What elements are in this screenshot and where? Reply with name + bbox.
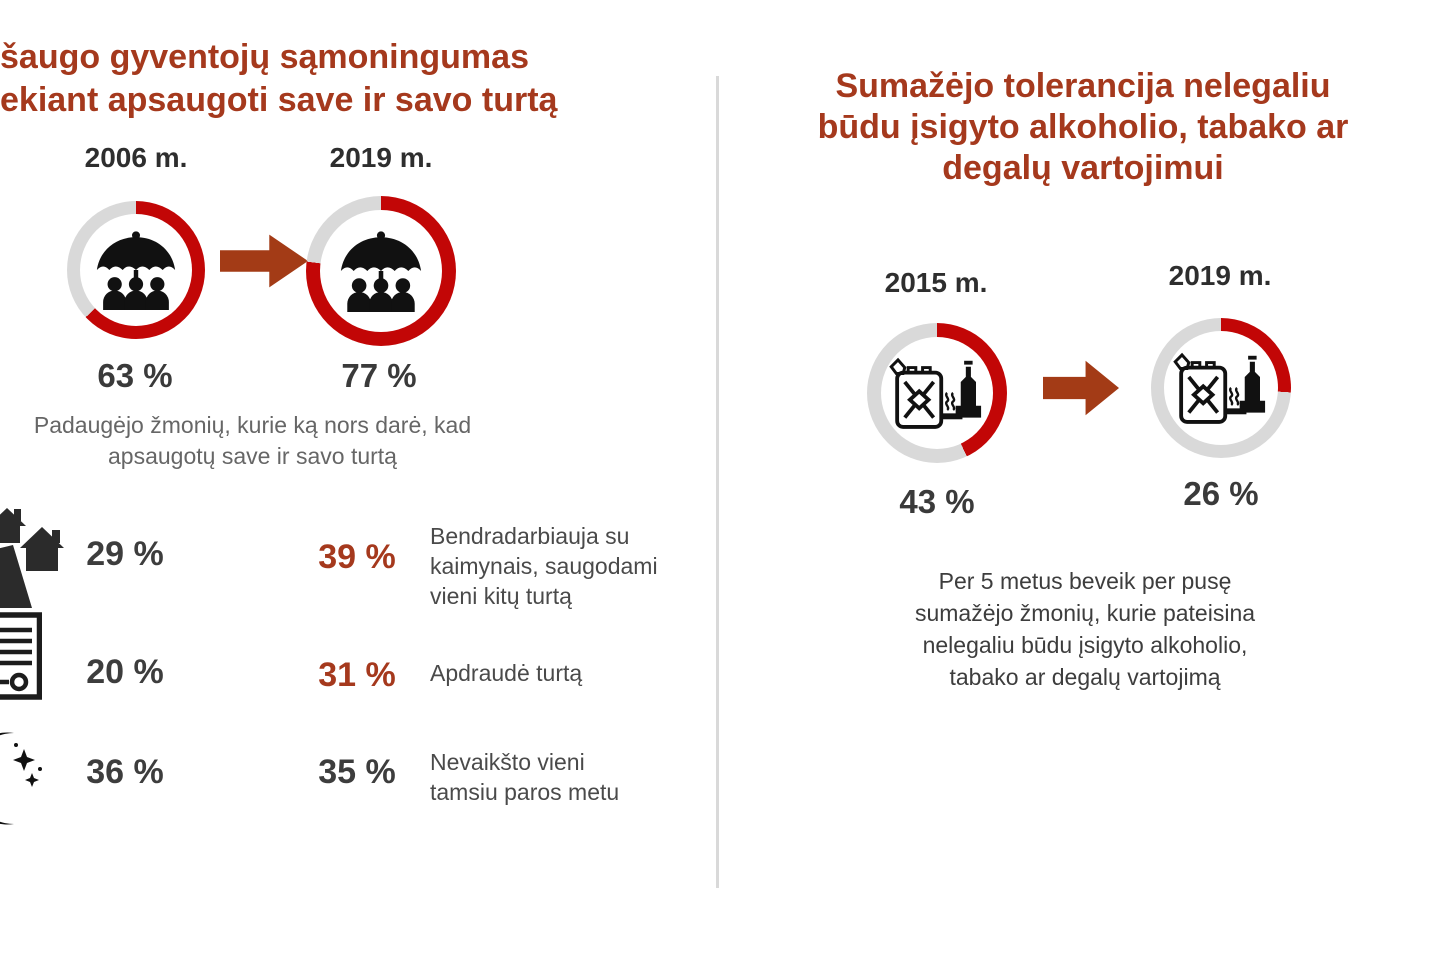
donut-value-2015: 43 % — [899, 483, 975, 520]
neighbourhood-houses-icon — [0, 508, 64, 608]
row3-value-2019: 35 % — [318, 753, 396, 791]
night-moon-icon — [0, 732, 42, 825]
row1-label: Bendradarbiauja su kaimynais, saugodami … — [430, 523, 658, 609]
fuel-alcohol-tobacco-icon — [1173, 352, 1266, 424]
donut-value-2019-left: 77 % — [341, 357, 417, 394]
insurance-policy-icon — [0, 612, 42, 700]
left-subtitle-line-2: apsaugotų save ir savo turtą — [108, 443, 397, 469]
row2-value-2006: 20 % — [86, 653, 164, 691]
left-panel-title-line-1: šaugo gyventojų sąmoningumas — [0, 38, 529, 76]
donut-chart-2015 — [867, 323, 1007, 463]
donut-chart-2006 — [67, 201, 205, 339]
right-panel-subtitle: Per 5 metus beveik per pusę sumažėjo žmo… — [914, 568, 1256, 690]
right-panel-title: Sumažėjo tolerancija nelegaliu būdu įsig… — [817, 67, 1349, 187]
donut-value-2006: 63 % — [97, 357, 173, 394]
arrow-right-icon — [1043, 360, 1119, 416]
left-panel-title-line-2: ekiant apsaugoti save ir savo turtą — [0, 81, 558, 119]
row2-value-2019: 31 % — [318, 656, 396, 694]
row1-value-2019: 39 % — [318, 538, 396, 576]
row3-value-2006: 36 % — [86, 753, 164, 791]
row3-label: Nevaikšto vieni tamsiu paros metu — [430, 749, 620, 805]
fuel-alcohol-tobacco-icon — [889, 357, 982, 429]
umbrella-people-icon — [340, 231, 422, 312]
year-label-2015: 2015 m. — [884, 267, 988, 298]
left-subtitle-line-1: Padaugėjo žmonių, kurie ką nors darė, ka… — [33, 412, 472, 438]
left-panel-subtitle: Padaugėjo žmonių, kurie ką nors darė, ka… — [0, 410, 505, 472]
donut-chart-2019-right — [1151, 318, 1291, 458]
donut-chart-2019-left — [306, 196, 456, 346]
panel-divider — [716, 76, 719, 888]
donut-value-2019-right: 26 % — [1183, 475, 1259, 512]
row2-label: Apdraudė turtą — [430, 660, 583, 686]
umbrella-people-icon — [96, 231, 176, 310]
year-label-2019-left: 2019 m. — [329, 142, 433, 173]
year-label-2006: 2006 m. — [84, 142, 188, 173]
row1-value-2006: 29 % — [86, 535, 164, 573]
year-label-2019-right: 2019 m. — [1168, 260, 1272, 291]
arrow-right-icon — [220, 234, 308, 288]
